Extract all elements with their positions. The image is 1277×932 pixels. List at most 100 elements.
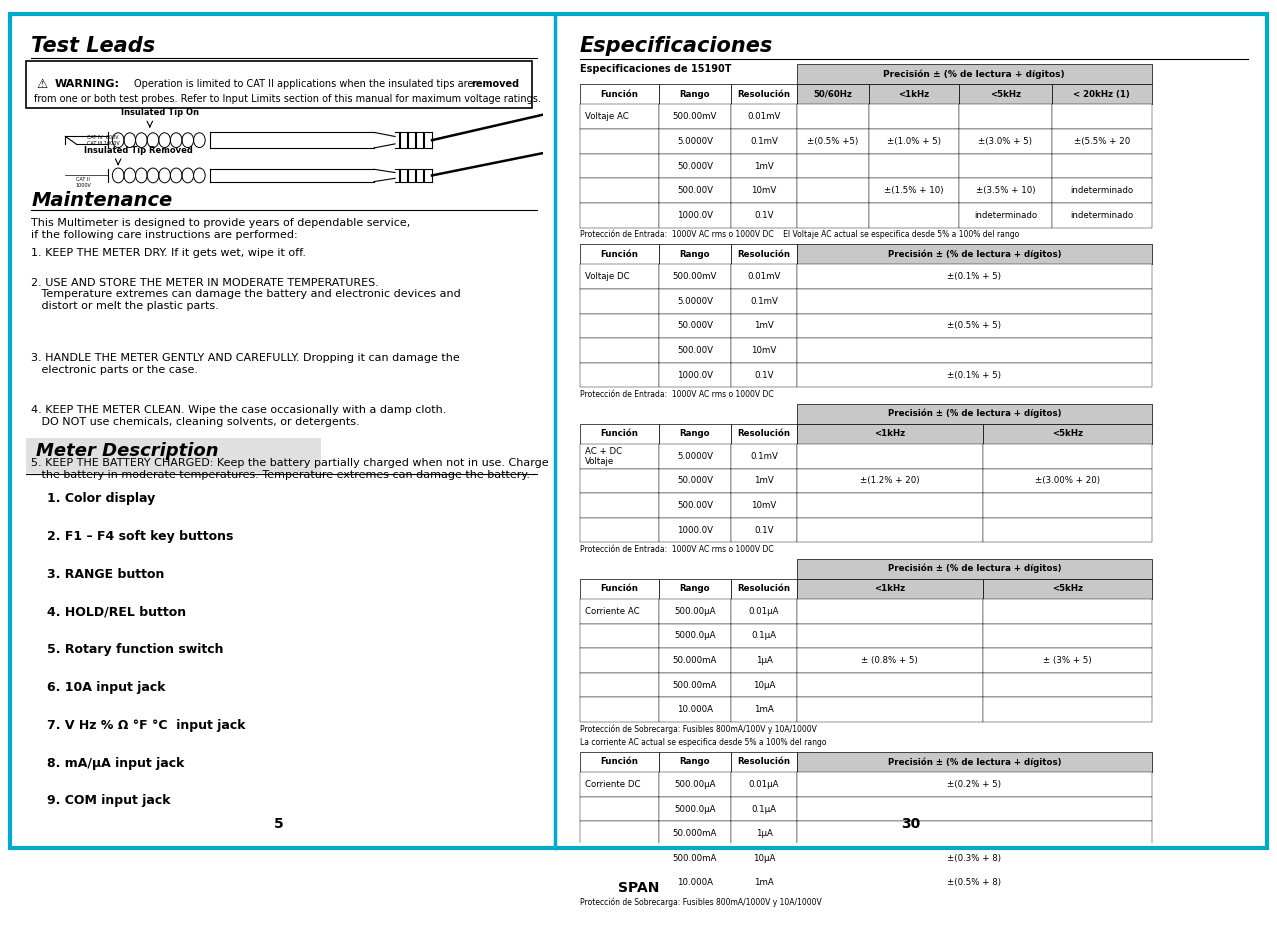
Text: CAT IV  600V
CAT III 1000V: CAT IV 600V CAT III 1000V bbox=[87, 135, 119, 145]
Text: ±(0.5% +5): ±(0.5% +5) bbox=[807, 137, 858, 146]
Text: removed: removed bbox=[471, 79, 520, 89]
Text: Rango: Rango bbox=[679, 89, 710, 99]
Text: 500.00V: 500.00V bbox=[677, 501, 713, 510]
Text: 2. F1 – F4 soft key buttons: 2. F1 – F4 soft key buttons bbox=[47, 530, 234, 543]
Bar bbox=[659, 178, 732, 203]
Bar bbox=[732, 444, 797, 469]
Bar bbox=[659, 104, 732, 130]
Text: Función: Función bbox=[600, 430, 638, 438]
Bar bbox=[580, 469, 659, 493]
Bar bbox=[1052, 154, 1152, 178]
Text: 50.000mA: 50.000mA bbox=[673, 656, 718, 665]
Bar bbox=[580, 244, 659, 265]
Bar bbox=[732, 154, 797, 178]
Bar bbox=[732, 772, 797, 797]
Text: 1µA: 1µA bbox=[756, 656, 773, 665]
Bar bbox=[1052, 104, 1152, 130]
Text: 10mV: 10mV bbox=[751, 186, 776, 195]
Text: 10µA: 10µA bbox=[752, 680, 775, 690]
Text: 10.000A: 10.000A bbox=[677, 706, 713, 714]
Text: Corriente DC: Corriente DC bbox=[585, 780, 641, 788]
Bar bbox=[732, 797, 797, 821]
Text: Resolución: Resolución bbox=[737, 430, 790, 438]
Text: 0.1mV: 0.1mV bbox=[750, 137, 778, 146]
Bar bbox=[580, 846, 659, 870]
Bar bbox=[797, 154, 870, 178]
Text: 500.00µA: 500.00µA bbox=[674, 780, 715, 788]
Text: <5kHz: <5kHz bbox=[1052, 584, 1083, 594]
Text: 0.1V: 0.1V bbox=[755, 526, 774, 535]
Bar bbox=[732, 178, 797, 203]
Bar bbox=[659, 314, 732, 338]
Bar bbox=[659, 289, 732, 314]
Bar bbox=[797, 624, 983, 649]
Text: This Multimeter is designed to provide years of dependable service,
if the follo: This Multimeter is designed to provide y… bbox=[31, 218, 410, 240]
Text: 0.01µA: 0.01µA bbox=[748, 780, 779, 788]
Text: Resolución: Resolución bbox=[737, 250, 790, 259]
Text: CAT II
1000V: CAT II 1000V bbox=[75, 177, 92, 188]
Bar bbox=[732, 289, 797, 314]
Text: <1kHz: <1kHz bbox=[899, 89, 930, 99]
Bar bbox=[1052, 203, 1152, 227]
Bar bbox=[870, 130, 959, 154]
Bar bbox=[659, 518, 732, 542]
Text: 1mV: 1mV bbox=[755, 322, 774, 331]
Text: 0.01µA: 0.01µA bbox=[748, 607, 779, 616]
Text: 6. 10A input jack: 6. 10A input jack bbox=[47, 681, 166, 694]
Bar bbox=[797, 821, 1152, 846]
Text: 1mV: 1mV bbox=[755, 476, 774, 486]
Text: Precisión ± (% de lectura + dígitos): Precisión ± (% de lectura + dígitos) bbox=[888, 757, 1061, 767]
Text: 3. RANGE button: 3. RANGE button bbox=[47, 568, 165, 581]
Text: 10mV: 10mV bbox=[751, 346, 776, 355]
Text: Insulated Tip Removed: Insulated Tip Removed bbox=[84, 145, 193, 155]
Text: Protección de Entrada:  1000V AC rms o 1000V DC: Protección de Entrada: 1000V AC rms o 10… bbox=[580, 545, 773, 554]
Text: 1mA: 1mA bbox=[755, 706, 774, 714]
Bar bbox=[659, 579, 732, 599]
Text: Protección de Sobrecarga: Fusibles 800mA/100V y 10A/1000V: Protección de Sobrecarga: Fusibles 800mA… bbox=[580, 724, 816, 734]
Bar bbox=[959, 203, 1052, 227]
Text: 5. Rotary function switch: 5. Rotary function switch bbox=[47, 643, 223, 656]
Text: 0.1V: 0.1V bbox=[755, 371, 774, 379]
Text: Resolución: Resolución bbox=[737, 89, 790, 99]
Text: <1kHz: <1kHz bbox=[875, 430, 905, 438]
Bar bbox=[797, 846, 1152, 870]
Bar bbox=[659, 154, 732, 178]
Bar bbox=[983, 518, 1152, 542]
Text: indeterminado: indeterminado bbox=[1070, 186, 1134, 195]
Text: Meter Description: Meter Description bbox=[37, 442, 220, 459]
Text: ±(0.1% + 5): ±(0.1% + 5) bbox=[948, 371, 1001, 379]
Text: 8. mA/µA input jack: 8. mA/µA input jack bbox=[47, 757, 184, 770]
Bar bbox=[797, 697, 983, 722]
Bar bbox=[983, 673, 1152, 697]
Text: from one or both test probes. Refer to Input Limits section of this manual for m: from one or both test probes. Refer to I… bbox=[33, 94, 540, 103]
Text: Resolución: Resolución bbox=[737, 584, 790, 594]
Text: ±(0.5% + 8): ±(0.5% + 8) bbox=[948, 878, 1001, 887]
Bar bbox=[797, 289, 1152, 314]
Bar bbox=[732, 104, 797, 130]
Text: 5.0000V: 5.0000V bbox=[677, 452, 713, 460]
Text: Función: Función bbox=[600, 584, 638, 594]
Text: Rango: Rango bbox=[679, 430, 710, 438]
Text: ±(3.00% + 20): ±(3.00% + 20) bbox=[1034, 476, 1099, 486]
Bar bbox=[580, 493, 659, 518]
Bar bbox=[797, 363, 1152, 388]
Bar bbox=[797, 423, 983, 444]
Text: ±(0.3% + 8): ±(0.3% + 8) bbox=[948, 854, 1001, 863]
Bar bbox=[732, 697, 797, 722]
Bar bbox=[732, 518, 797, 542]
Bar bbox=[797, 64, 1152, 84]
Bar bbox=[797, 130, 870, 154]
Bar bbox=[797, 84, 870, 104]
Bar bbox=[659, 821, 732, 846]
Text: Operation is limited to CAT II applications when the insulated tips are: Operation is limited to CAT II applicati… bbox=[134, 79, 476, 89]
Text: 1000.0V: 1000.0V bbox=[677, 371, 713, 379]
Text: ±(1.0% + 5): ±(1.0% + 5) bbox=[888, 137, 941, 146]
Bar bbox=[659, 697, 732, 722]
Bar bbox=[580, 289, 659, 314]
Text: 500.00µA: 500.00µA bbox=[674, 607, 715, 616]
Bar bbox=[797, 314, 1152, 338]
Bar bbox=[732, 363, 797, 388]
Bar bbox=[870, 84, 959, 104]
Bar bbox=[732, 649, 797, 673]
Text: 0.1µA: 0.1µA bbox=[751, 632, 776, 640]
